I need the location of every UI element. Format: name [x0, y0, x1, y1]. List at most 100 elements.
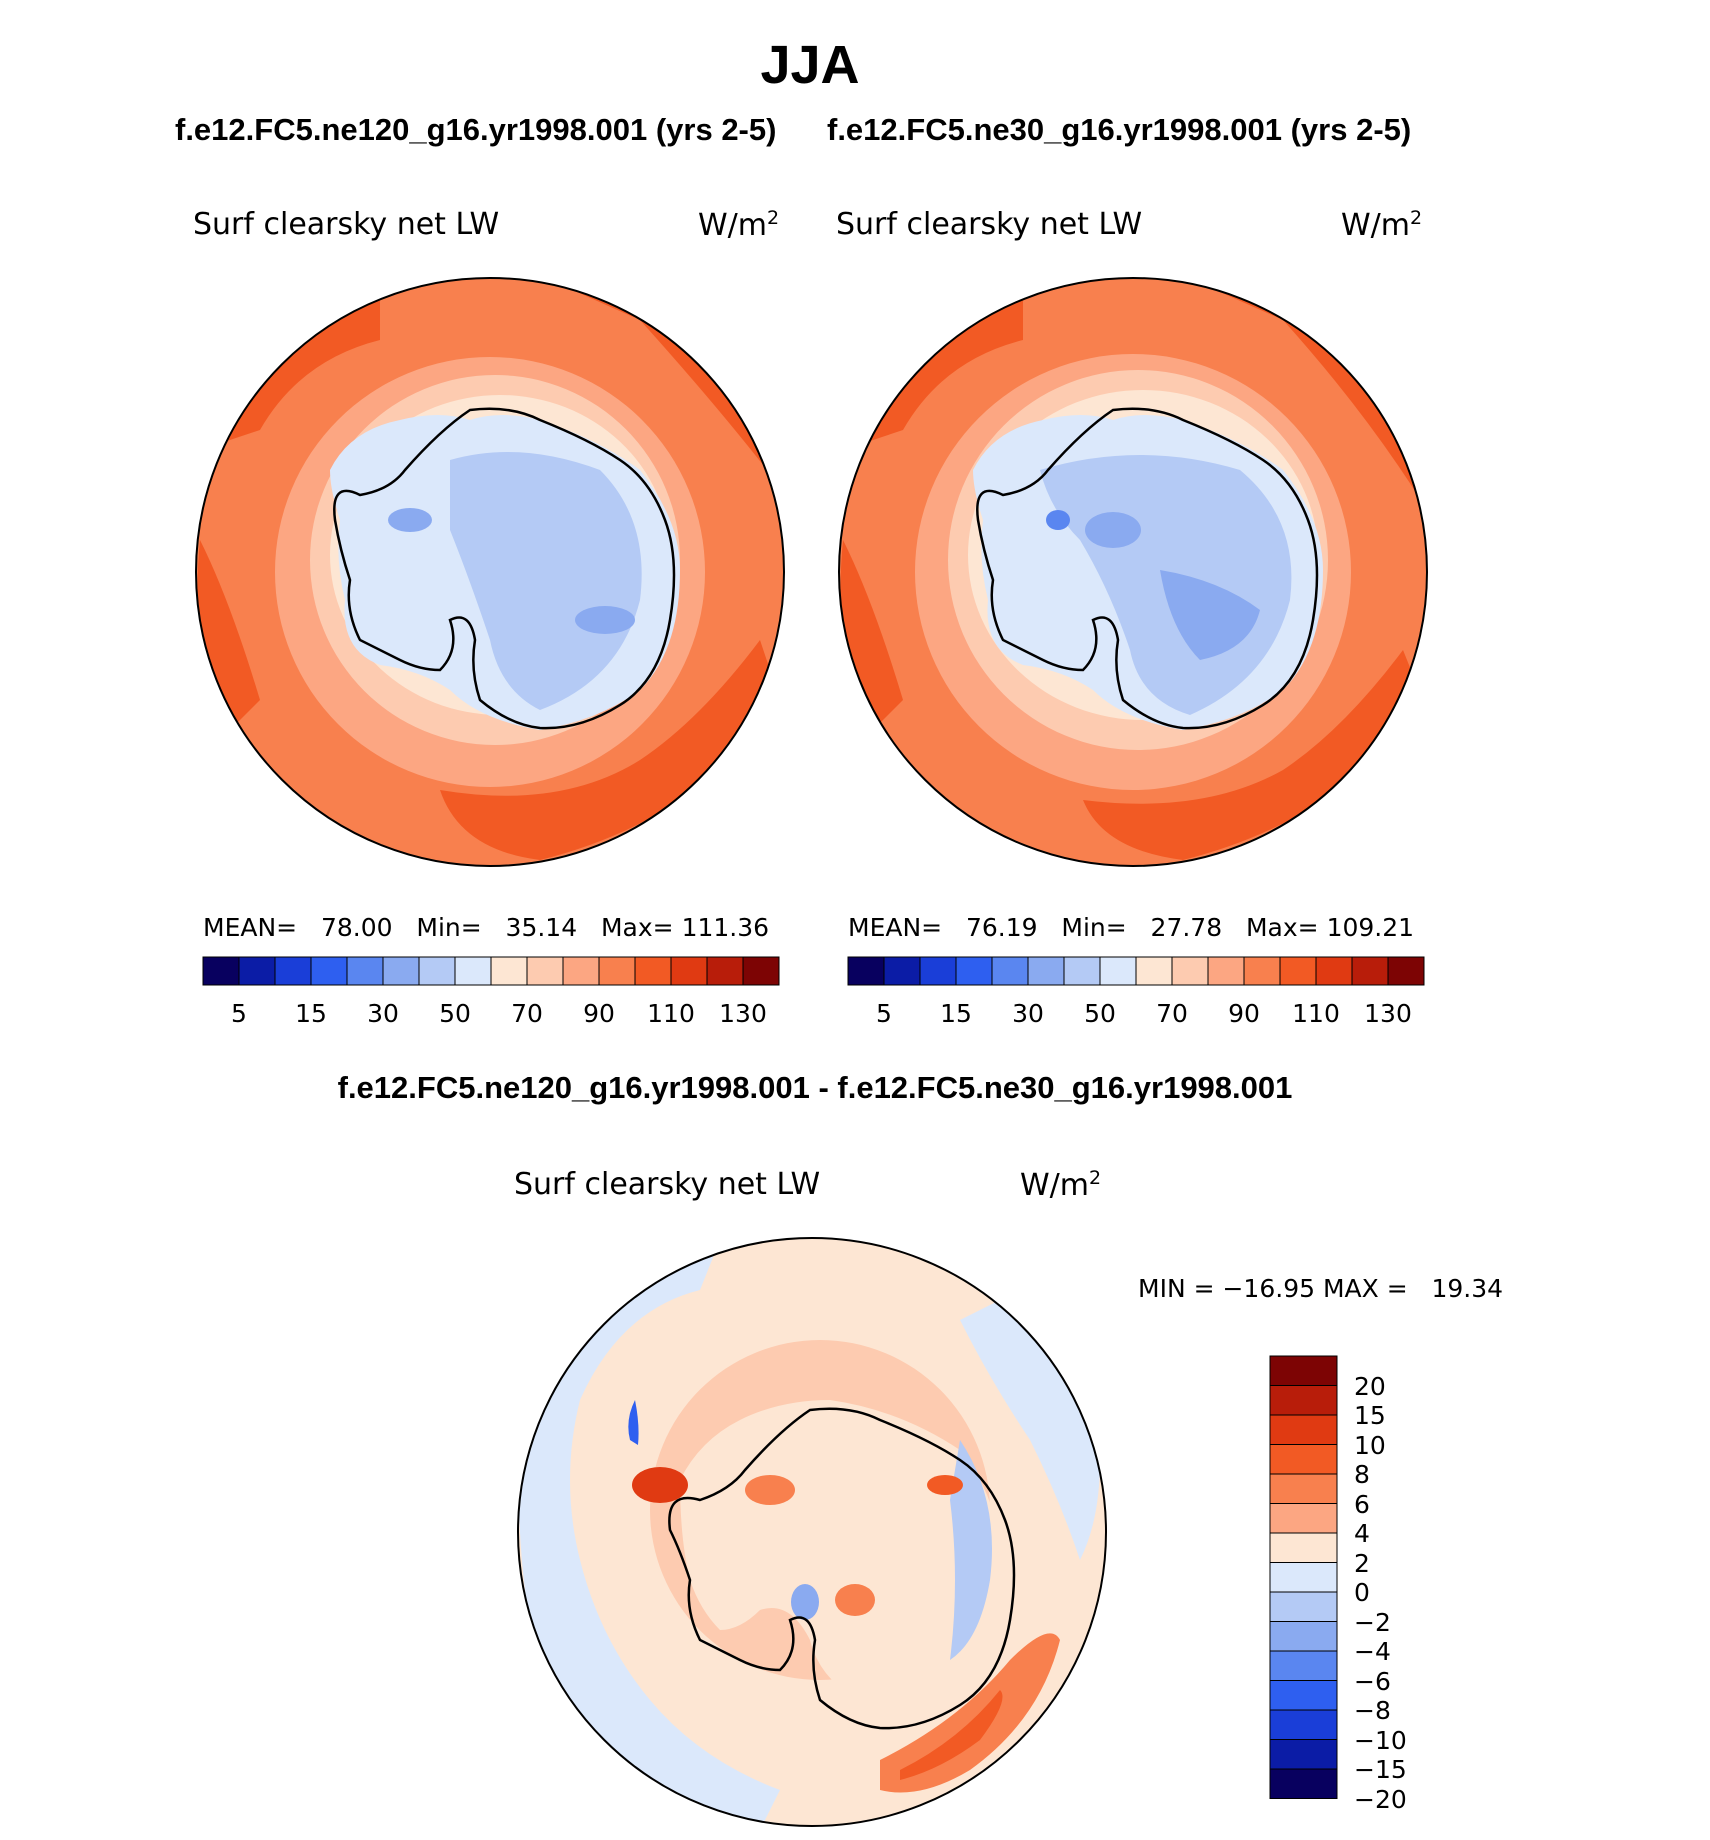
colorbar-swatch	[919, 956, 957, 986]
left-map-coastline	[333, 407, 676, 730]
right-map-border	[838, 277, 1428, 867]
colorbar-swatch	[1315, 956, 1353, 986]
colorbar-tick-label: 50	[439, 999, 471, 1028]
colorbar-tick-label: 0	[1354, 1578, 1370, 1607]
diff-map-negative-minimum	[628, 1400, 639, 1445]
colorbar-swatch	[382, 956, 420, 986]
colorbar-tick-label: 110	[1292, 999, 1340, 1028]
left-map-interior-low	[450, 452, 642, 710]
left-map-border	[195, 277, 785, 867]
colorbar-swatch	[1269, 1532, 1338, 1563]
left-stats-readout: MEAN= 78.00 Min= 35.14 Max= 111.36	[203, 913, 770, 942]
left-polar-map	[196, 278, 784, 866]
diff-map-positive-region	[900, 1690, 1003, 1780]
colorbar-tick-label: 90	[1228, 999, 1260, 1028]
diff-map-positive-region	[880, 1633, 1060, 1793]
diff-map-positive-maximum	[745, 1475, 795, 1505]
colorbar-tick-label: 10	[1354, 1430, 1386, 1460]
right-polar-map	[839, 278, 1427, 866]
diff-map-continent-field	[680, 1400, 1000, 1700]
colorbar-swatch	[238, 956, 276, 986]
left-plot-variable-label: Surf clearsky net LW	[193, 207, 500, 242]
diff-map-border	[517, 1237, 1107, 1827]
colorbar-swatch	[310, 956, 348, 986]
colorbar-swatch	[274, 956, 312, 986]
colorbar-tick-label: 110	[647, 999, 695, 1028]
colorbar-swatch	[598, 956, 636, 986]
colorbar-tick-label: 90	[583, 999, 615, 1028]
colorbar-swatch	[1243, 956, 1281, 986]
colorbar-swatch	[1269, 1503, 1338, 1534]
colorbar-swatch	[1269, 1591, 1338, 1622]
diff-map-negative-region	[950, 1440, 992, 1660]
colorbar-swatch	[346, 956, 384, 986]
colorbar-tick-label: 2	[1354, 1548, 1370, 1578]
colorbar-swatch	[1269, 1414, 1338, 1445]
difference-colorbar	[1269, 1355, 1338, 1799]
colorbar-tick-label: 6	[1354, 1489, 1370, 1519]
diff-map-positive-maximum	[927, 1475, 963, 1495]
colorbar-swatch	[1269, 1562, 1338, 1593]
left-map-interior-minimum	[388, 508, 432, 532]
colorbar-tick-label: 5	[876, 999, 892, 1028]
difference-panel-title: f.e12.FC5.ne120_g16.yr1998.001 - f.e12.F…	[337, 1070, 1293, 1105]
colorbar-swatch	[742, 956, 780, 986]
colorbar-swatch	[1269, 1709, 1338, 1740]
diff-map-negative-region	[518, 1240, 780, 1826]
left-map-band-high	[440, 640, 780, 860]
diff-minmax-readout: MIN = −16.95 MAX = 19.34	[1138, 1274, 1504, 1303]
diff-map-negative-region	[960, 1300, 1100, 1560]
left-panel-subtitle: f.e12.FC5.ne120_g16.yr1998.001 (yrs 2-5)	[175, 112, 777, 147]
colorbar-tick-label: 8	[1354, 1460, 1370, 1489]
colorbar-tick-label: 15	[940, 999, 972, 1028]
colorbar-swatch	[490, 956, 528, 986]
colorbar-tick-label: 30	[1012, 999, 1044, 1028]
colorbar-swatch	[1269, 1621, 1338, 1652]
colorbar-tick-label: 50	[1084, 999, 1116, 1028]
colorbar-tick-label: 70	[511, 999, 543, 1028]
colorbar-tick-label: 4	[1354, 1519, 1370, 1548]
right-plot-units: W/m2	[1341, 207, 1423, 243]
colorbar-swatch	[847, 956, 885, 986]
right-map-interior-minimum	[1160, 570, 1260, 660]
colorbar-swatch	[1269, 1768, 1338, 1799]
colorbar-tick-label: −6	[1354, 1666, 1391, 1696]
colorbar-swatch	[1269, 1385, 1338, 1416]
colorbar-tick-label: 15	[295, 999, 327, 1028]
colorbar-tick-label: −8	[1354, 1696, 1391, 1725]
colorbar-swatch	[526, 956, 564, 986]
colorbar-tick-label: −4	[1354, 1637, 1391, 1666]
difference-polar-map	[518, 1238, 1106, 1826]
colorbar-swatch	[991, 956, 1029, 986]
colorbar-tick-label: 5	[231, 999, 247, 1028]
diff-plot-variable-label: Surf clearsky net LW	[514, 1167, 821, 1202]
colorbar-tick-label: −20	[1354, 1784, 1407, 1814]
colorbar-swatch	[562, 956, 600, 986]
colorbar-swatch	[1279, 956, 1317, 986]
colorbar-swatch	[1269, 1355, 1338, 1386]
diff-map-positive-maximum	[632, 1467, 688, 1503]
colorbar-swatch	[634, 956, 672, 986]
colorbar-tick-label: 70	[1156, 999, 1188, 1028]
colorbar-tick-label: 130	[719, 999, 767, 1028]
diff-map-negative-minimum	[791, 1584, 819, 1620]
right-map-band-high	[843, 300, 1023, 450]
colorbar-tick-label: −10	[1354, 1725, 1407, 1755]
colorbar-swatch	[883, 956, 921, 986]
colorbar-swatch	[454, 956, 492, 986]
colorbar-swatch	[955, 956, 993, 986]
colorbar-tick-label: 15	[1354, 1401, 1386, 1430]
colorbar-swatch	[1269, 1680, 1338, 1711]
colorbar-swatch	[1269, 1650, 1338, 1681]
right-panel-subtitle: f.e12.FC5.ne30_g16.yr1998.001 (yrs 2-5)	[827, 112, 1412, 147]
colorbar-swatch	[1207, 956, 1245, 986]
colorbar-tick-label: −15	[1354, 1755, 1407, 1784]
right-colorbar	[847, 956, 1425, 986]
colorbar-swatch	[670, 956, 708, 986]
right-plot-variable-label: Surf clearsky net LW	[836, 207, 1143, 242]
right-map-band-high	[1083, 650, 1423, 860]
colorbar-tick-label: 20	[1354, 1371, 1386, 1401]
colorbar-swatch	[1269, 1473, 1338, 1504]
figure-title: JJA	[760, 35, 860, 95]
